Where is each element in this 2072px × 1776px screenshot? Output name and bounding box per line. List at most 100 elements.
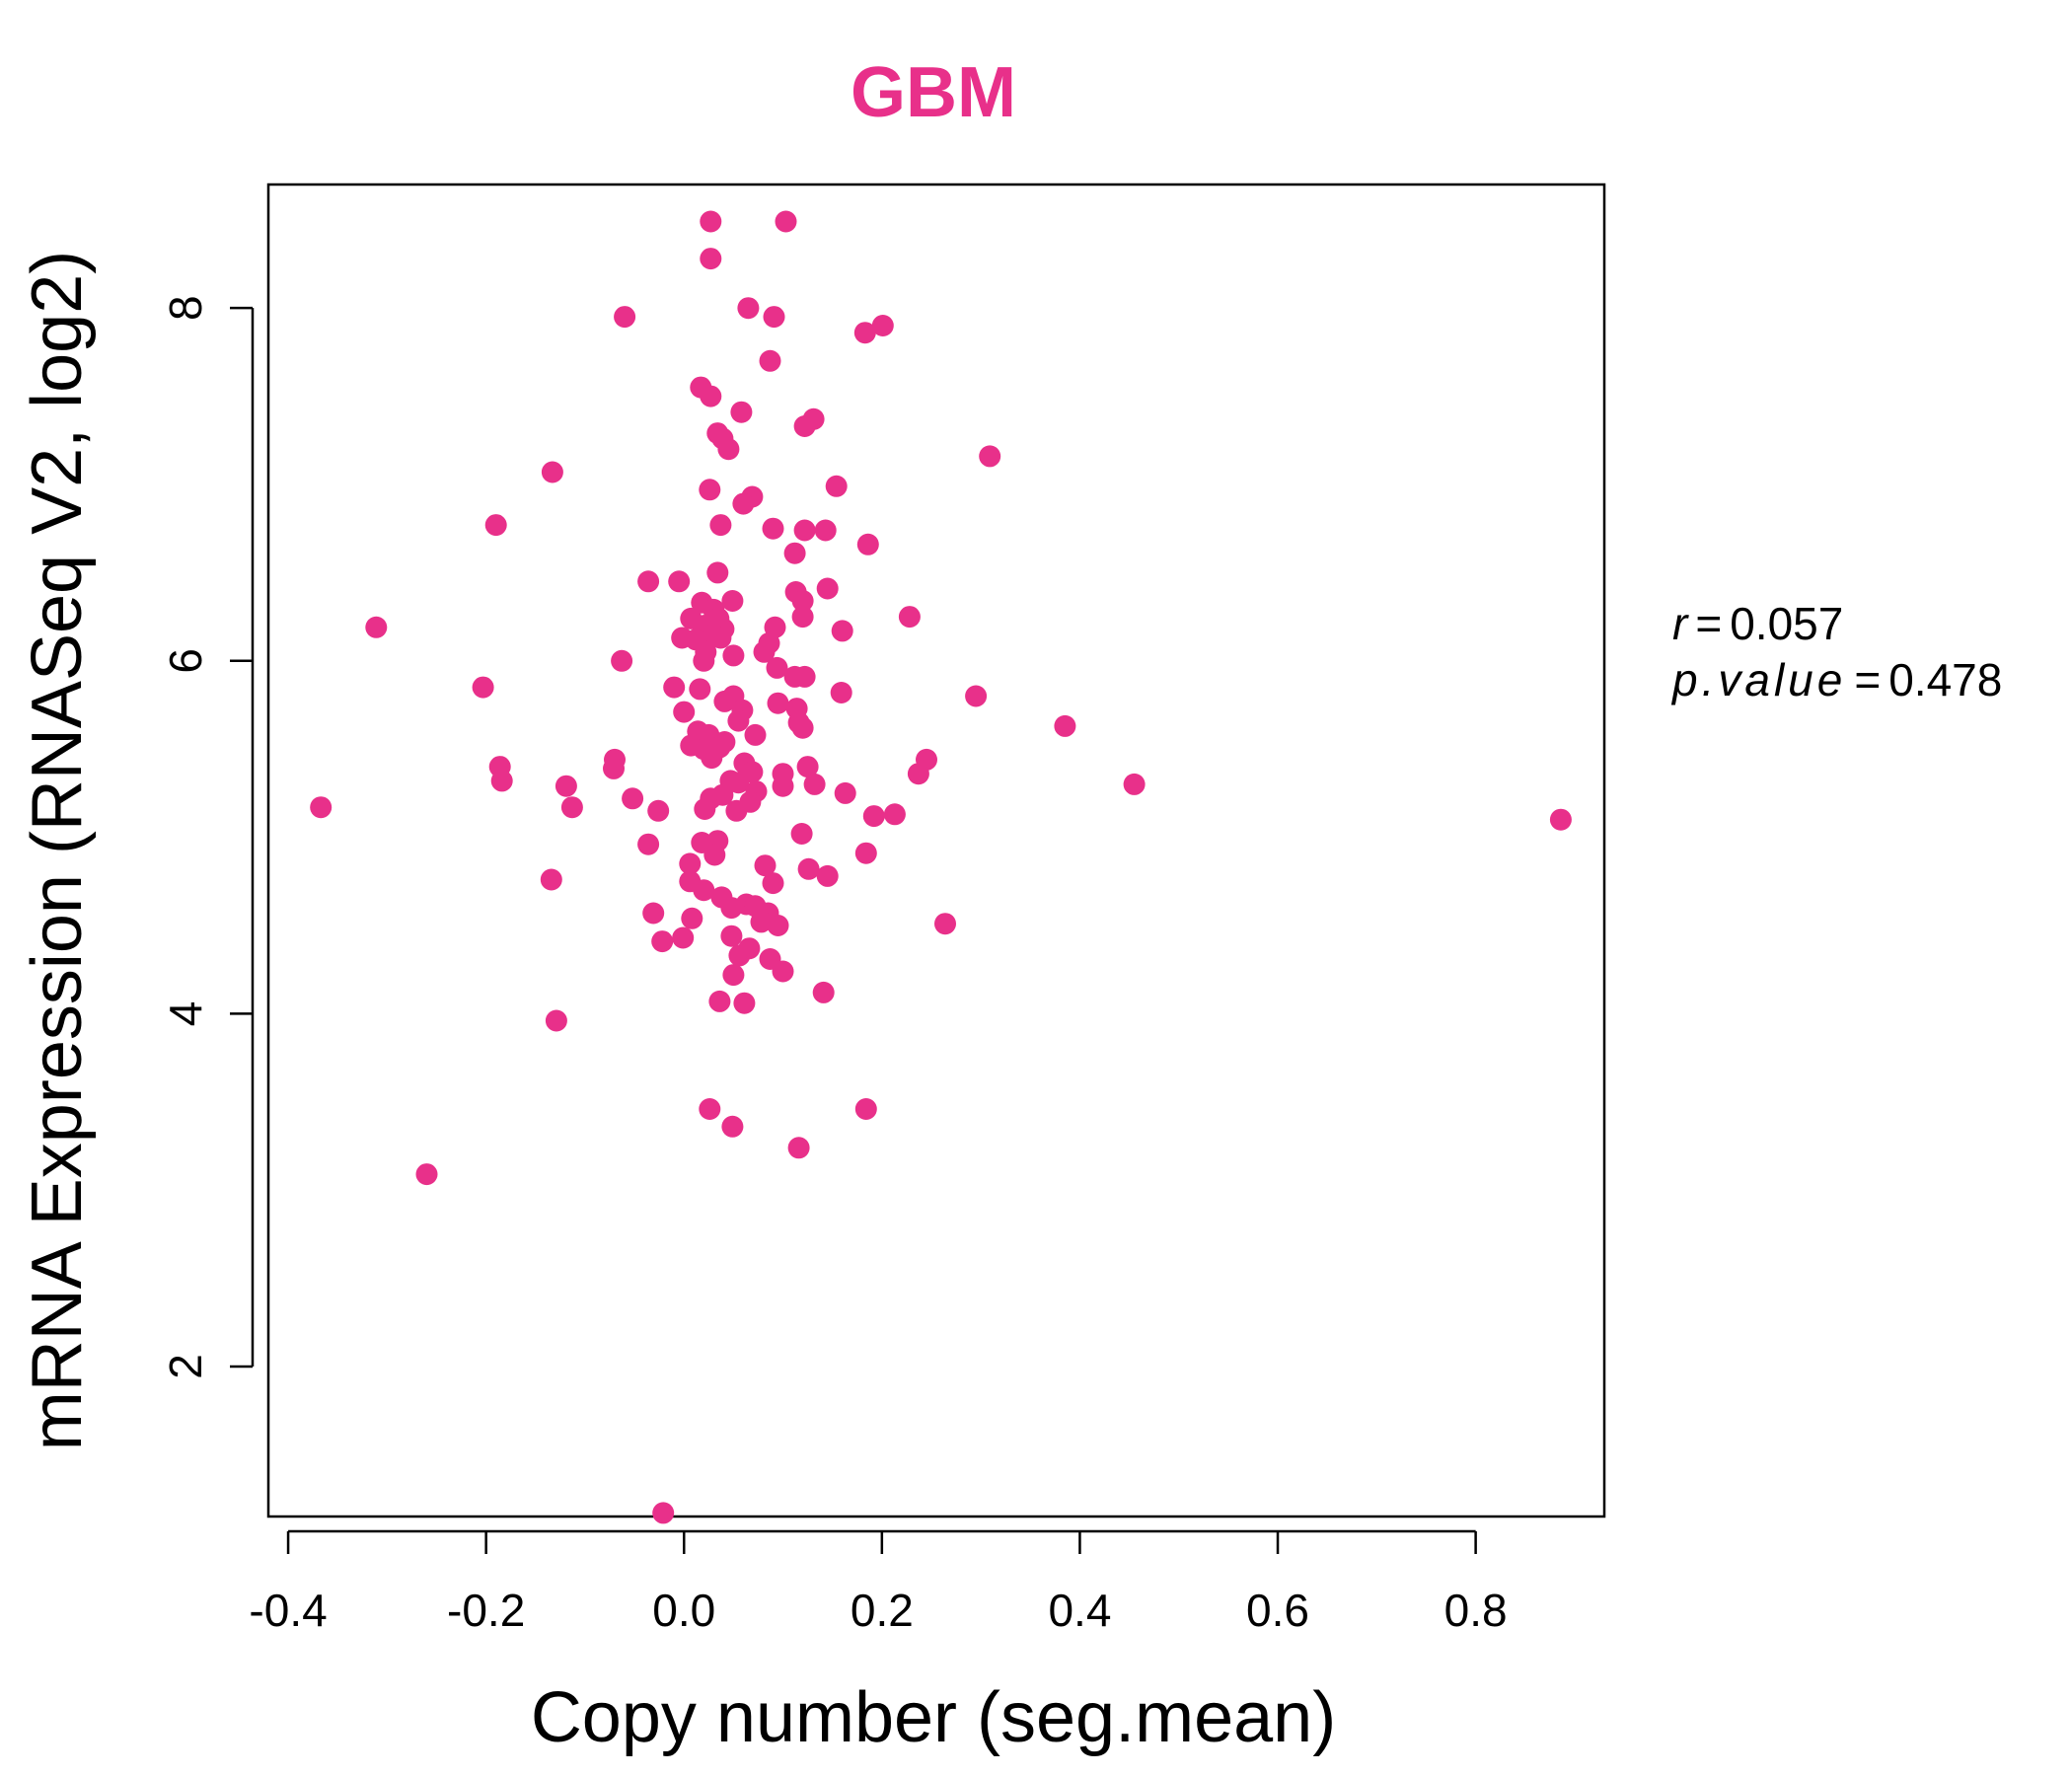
data-point [965, 685, 988, 707]
data-point [766, 656, 788, 679]
data-point [545, 1009, 567, 1032]
x-tick-label: 0.4 [1048, 1585, 1111, 1636]
data-point [793, 519, 816, 542]
data-point [744, 723, 767, 746]
data-point [703, 844, 726, 866]
data-point [772, 960, 794, 983]
data-point [671, 627, 694, 649]
data-point [679, 852, 702, 875]
data-point [694, 798, 716, 820]
data-point [472, 676, 494, 699]
data-point [637, 570, 660, 593]
data-point [709, 627, 732, 649]
x-tick-label: 0.6 [1246, 1585, 1309, 1636]
data-point [783, 542, 806, 564]
data-point [750, 911, 773, 933]
x-tick-label: -0.4 [249, 1585, 327, 1636]
data-point [1123, 773, 1146, 795]
data-point [759, 349, 781, 372]
data-point [720, 925, 743, 947]
data-point [540, 868, 562, 891]
data-point [651, 930, 674, 953]
data-point [668, 570, 691, 593]
data-point [856, 533, 879, 555]
x-tick-label: 0.8 [1444, 1585, 1508, 1636]
data-point [642, 902, 665, 925]
data-point [720, 897, 743, 920]
data-point [762, 517, 784, 540]
data-point [614, 306, 636, 329]
data-point [708, 990, 731, 1012]
data-point [689, 678, 711, 701]
data-point [834, 781, 856, 804]
data-point [693, 649, 715, 672]
data-point [541, 461, 563, 483]
data-point [831, 620, 853, 642]
data-point [1054, 714, 1076, 737]
data-point [699, 1098, 721, 1120]
correlation-stats: r = 0.057 p.value = 0.478 [1670, 598, 2002, 705]
data-point [737, 297, 760, 320]
data-point [816, 864, 839, 887]
data-points [310, 210, 1572, 1524]
data-point [762, 872, 784, 895]
data-point [763, 306, 785, 329]
data-point [871, 315, 894, 336]
data-point [727, 709, 750, 732]
data-point [652, 1502, 675, 1524]
data-point [830, 682, 852, 703]
data-point [555, 775, 577, 797]
chart-title: GBM [851, 53, 1016, 132]
r-statistic: r = 0.057 [1672, 598, 1843, 649]
data-point [854, 1098, 877, 1120]
data-point [706, 561, 729, 584]
data-point [728, 944, 751, 967]
y-tick-label: 6 [160, 648, 211, 674]
data-point [790, 823, 813, 845]
data-point [722, 964, 745, 987]
data-point [721, 1115, 744, 1138]
data-point [814, 519, 837, 542]
data-point [701, 747, 723, 770]
data-point [727, 772, 750, 794]
y-axis: 2 4 6 8 [160, 295, 255, 1379]
data-point [672, 926, 695, 949]
data-point [791, 606, 814, 629]
data-point [681, 907, 703, 929]
plot-frame [266, 183, 1606, 1518]
data-point [754, 854, 777, 877]
y-axis-title: mRNA Expression (RNASeq V2, log2) [18, 251, 97, 1450]
data-point [647, 799, 670, 822]
data-point [791, 590, 814, 612]
data-point [767, 692, 789, 714]
data-point [1549, 808, 1572, 831]
data-point [721, 590, 744, 612]
x-axis: -0.4 -0.2 0.0 0.2 0.4 0.6 0.8 [249, 1529, 1508, 1636]
x-axis-title: Copy number (seg.mean) [531, 1678, 1336, 1757]
data-point [772, 775, 794, 797]
data-point [611, 649, 633, 672]
y-tick-label: 2 [160, 1354, 211, 1379]
data-point [854, 842, 877, 864]
data-point [700, 385, 722, 407]
data-point [722, 644, 745, 667]
data-point [700, 210, 722, 233]
y-tick-label: 8 [160, 295, 211, 321]
data-point [622, 787, 644, 810]
data-point [365, 616, 388, 638]
data-point [775, 210, 797, 233]
data-point [898, 606, 921, 629]
data-point [709, 514, 732, 537]
data-point [907, 763, 929, 785]
x-tick-label: 0.2 [851, 1585, 914, 1636]
data-point [793, 415, 816, 437]
data-point [484, 514, 507, 537]
data-point [637, 833, 660, 855]
data-point [803, 773, 826, 795]
data-point [825, 475, 848, 497]
x-tick-label: 0.0 [652, 1585, 715, 1636]
p-value-statistic: p.value = 0.478 [1670, 654, 2002, 705]
data-point [812, 981, 835, 1003]
data-point [693, 879, 715, 902]
